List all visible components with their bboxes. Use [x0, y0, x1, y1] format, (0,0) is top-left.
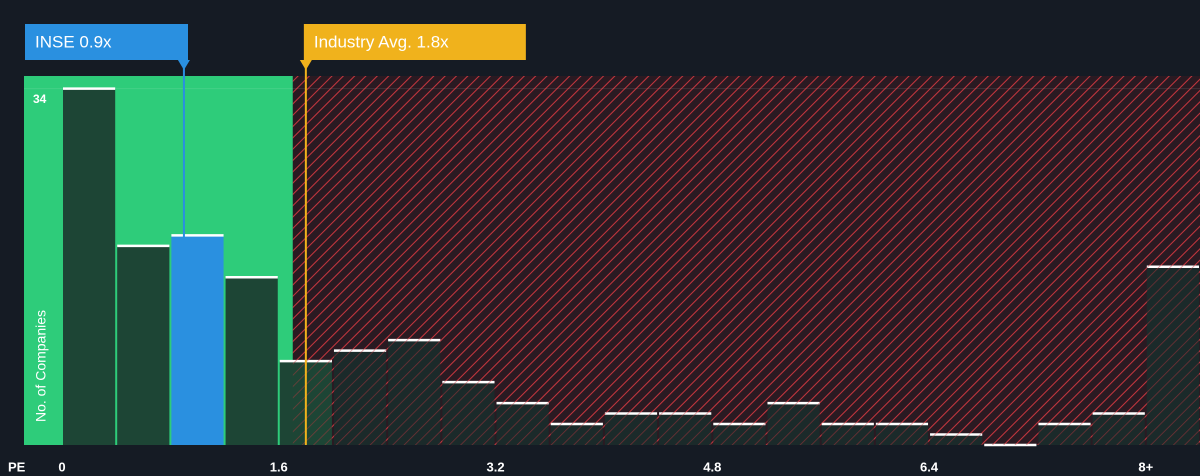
- y-tick-label: 34: [33, 92, 47, 106]
- y-axis-label: No. of Companies: [33, 310, 49, 422]
- annotation-pointer: [299, 60, 312, 70]
- hatch-overlay: [292, 76, 1200, 445]
- annotation-box: [303, 24, 526, 60]
- annotation-box: [25, 24, 188, 60]
- bar: [171, 235, 224, 445]
- x-tick-label: 1.6: [270, 459, 288, 474]
- x-axis-label: PE: [8, 459, 26, 474]
- x-tick-label: 0: [58, 459, 65, 474]
- annotation-pointer: [177, 60, 190, 70]
- x-tick-label: 3.2: [486, 459, 504, 474]
- x-tick-label: 8+: [1138, 459, 1153, 474]
- bar: [117, 245, 170, 445]
- annotation-label: Industry Avg. 1.8x: [314, 32, 449, 51]
- x-tick-label: 6.4: [920, 459, 939, 474]
- x-tick-label: 4.8: [703, 459, 721, 474]
- bar: [63, 88, 116, 446]
- bar: [225, 277, 278, 445]
- annotation-label: INSE 0.9x: [35, 32, 112, 51]
